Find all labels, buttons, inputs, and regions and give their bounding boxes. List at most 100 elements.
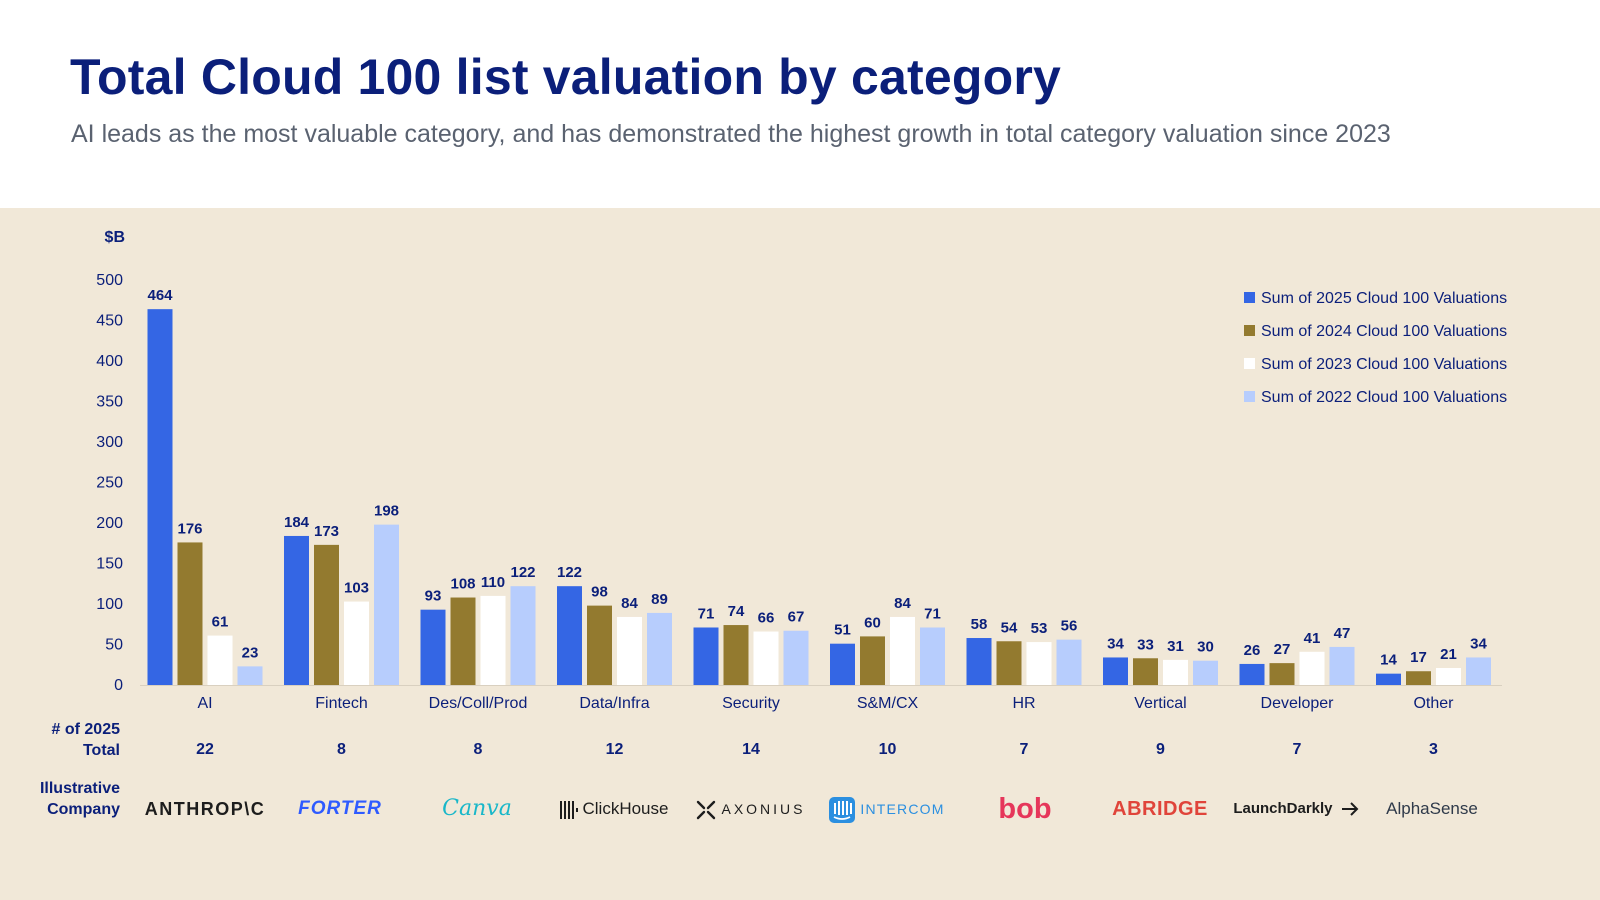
category-count: 7: [1020, 741, 1029, 758]
bar-value-label: 41: [1304, 630, 1321, 647]
bar: [374, 524, 399, 685]
bar: [753, 631, 779, 685]
y-tick-label: 400: [96, 353, 123, 370]
bar-value-label: 56: [1061, 618, 1078, 635]
bar-value-label: 176: [177, 520, 202, 537]
bar: [1163, 659, 1188, 685]
axonius-logo: AXONIUS: [684, 792, 818, 826]
y-tick-label: 50: [105, 637, 123, 654]
bar: [314, 544, 339, 685]
page-subtitle: AI leads as the most valuable category, …: [71, 120, 1391, 148]
bar: [1056, 639, 1082, 685]
axonius-x-icon: [697, 801, 716, 820]
y-tick-label: 500: [96, 272, 123, 289]
bar: [783, 630, 809, 685]
bar: [1133, 658, 1158, 685]
bar-value-label: 110: [481, 574, 505, 591]
intercom-logo: INTERCOM: [820, 792, 954, 826]
alphasense-logo-text: AlphaSense: [1386, 799, 1478, 818]
bar-value-label: 184: [284, 514, 310, 531]
launchdarkly-arrow-icon: [1341, 802, 1359, 816]
bar: [1239, 663, 1265, 685]
count-row-label-line2: Total: [82, 742, 120, 759]
legend-swatch: [1244, 358, 1255, 369]
legend-swatch: [1244, 292, 1255, 303]
anthropic-logo-text: ANTHROP\C: [144, 799, 266, 819]
bar-value-label: 122: [557, 564, 582, 581]
chart-panel: $B 0 50 100 150 200 250 300 350 400 450 500 464 176 61…: [0, 208, 1600, 900]
y-tick-label: 350: [96, 394, 123, 411]
category-count: 8: [337, 741, 346, 758]
x-tick-label: Data/Infra: [579, 695, 649, 712]
bar: [647, 612, 672, 685]
clickhouse-logo-text: ClickHouse: [582, 799, 669, 818]
bar-value-label: 84: [621, 595, 638, 612]
bar-value-label: 71: [698, 605, 715, 622]
category-count: 9: [1156, 741, 1165, 758]
alphasense-logo: AlphaSense: [1365, 792, 1499, 826]
y-tick-label: 100: [96, 596, 123, 613]
x-tick-label: Security: [722, 695, 780, 712]
legend-entry: Sum of 2022 Cloud 100 Valuations: [1261, 389, 1507, 406]
bar-value-label: 23: [242, 644, 259, 661]
x-tick-label: Vertical: [1134, 695, 1186, 712]
bar-value-label: 198: [374, 503, 399, 520]
bar-value-label: 47: [1334, 625, 1351, 642]
x-tick-label: Other: [1413, 695, 1454, 712]
bar: [510, 586, 536, 685]
page-title: Total Cloud 100 list valuation by catego…: [70, 49, 1062, 105]
bar-value-label: 464: [147, 287, 173, 304]
bar-value-label: 60: [864, 614, 881, 631]
bob-logo: bob: [958, 792, 1092, 826]
company-row-label: Illustrative Company: [40, 778, 120, 820]
bar-value-label: 93: [425, 588, 442, 605]
bar: [344, 601, 369, 685]
legend-entry: Sum of 2025 Cloud 100 Valuations: [1261, 290, 1507, 307]
x-tick-label: Fintech: [315, 695, 367, 712]
bar: [1406, 671, 1431, 685]
legend-swatch: [1244, 391, 1255, 402]
bar-value-label: 14: [1380, 652, 1397, 669]
bar: [1269, 663, 1295, 685]
bar: [693, 627, 719, 685]
bar: [920, 627, 945, 685]
bar: [587, 605, 612, 685]
intercom-chat-icon: [829, 797, 856, 824]
bar-value-label: 58: [971, 616, 988, 633]
bar-value-label: 54: [1001, 619, 1018, 636]
intercom-logo-text: INTERCOM: [860, 801, 945, 817]
bar: [420, 609, 446, 685]
bob-logo-text: bob: [998, 793, 1052, 825]
bar: [966, 638, 992, 685]
bar-value-label: 84: [894, 595, 911, 612]
bar: [1103, 657, 1128, 685]
x-tick-label: S&M/CX: [857, 695, 919, 712]
bar-value-label: 103: [344, 580, 369, 597]
bar: [557, 586, 582, 685]
canva-logo: Canva: [410, 792, 544, 826]
category-count: 8: [474, 741, 483, 758]
forter-logo: FORTER: [273, 792, 407, 826]
bar-value-label: 26: [1244, 642, 1261, 659]
bar: [1193, 660, 1218, 685]
bar: [617, 616, 642, 685]
category-count: 10: [879, 741, 897, 758]
category-count: 22: [196, 741, 214, 758]
bar: [723, 625, 749, 685]
forter-logo-text: FORTER: [298, 798, 382, 819]
bar-value-label: 173: [314, 523, 339, 540]
category-count: 3: [1429, 741, 1438, 758]
clickhouse-bars-icon: [559, 800, 578, 819]
y-tick-label: 200: [96, 515, 123, 532]
bar: [890, 616, 915, 685]
legend-entry: Sum of 2024 Cloud 100 Valuations: [1261, 323, 1507, 340]
company-row-label-line2: Company: [47, 801, 120, 818]
axonius-logo-text: AXONIUS: [721, 801, 806, 817]
bar: [284, 535, 309, 685]
bar-value-label: 122: [510, 564, 535, 581]
count-row-label: # of 2025 Total: [52, 719, 120, 761]
x-tick-label: AI: [197, 695, 212, 712]
abridge-logo-text: ABRIDGE: [1112, 798, 1208, 820]
bar-value-label: 17: [1410, 649, 1427, 666]
bar: [450, 597, 476, 685]
